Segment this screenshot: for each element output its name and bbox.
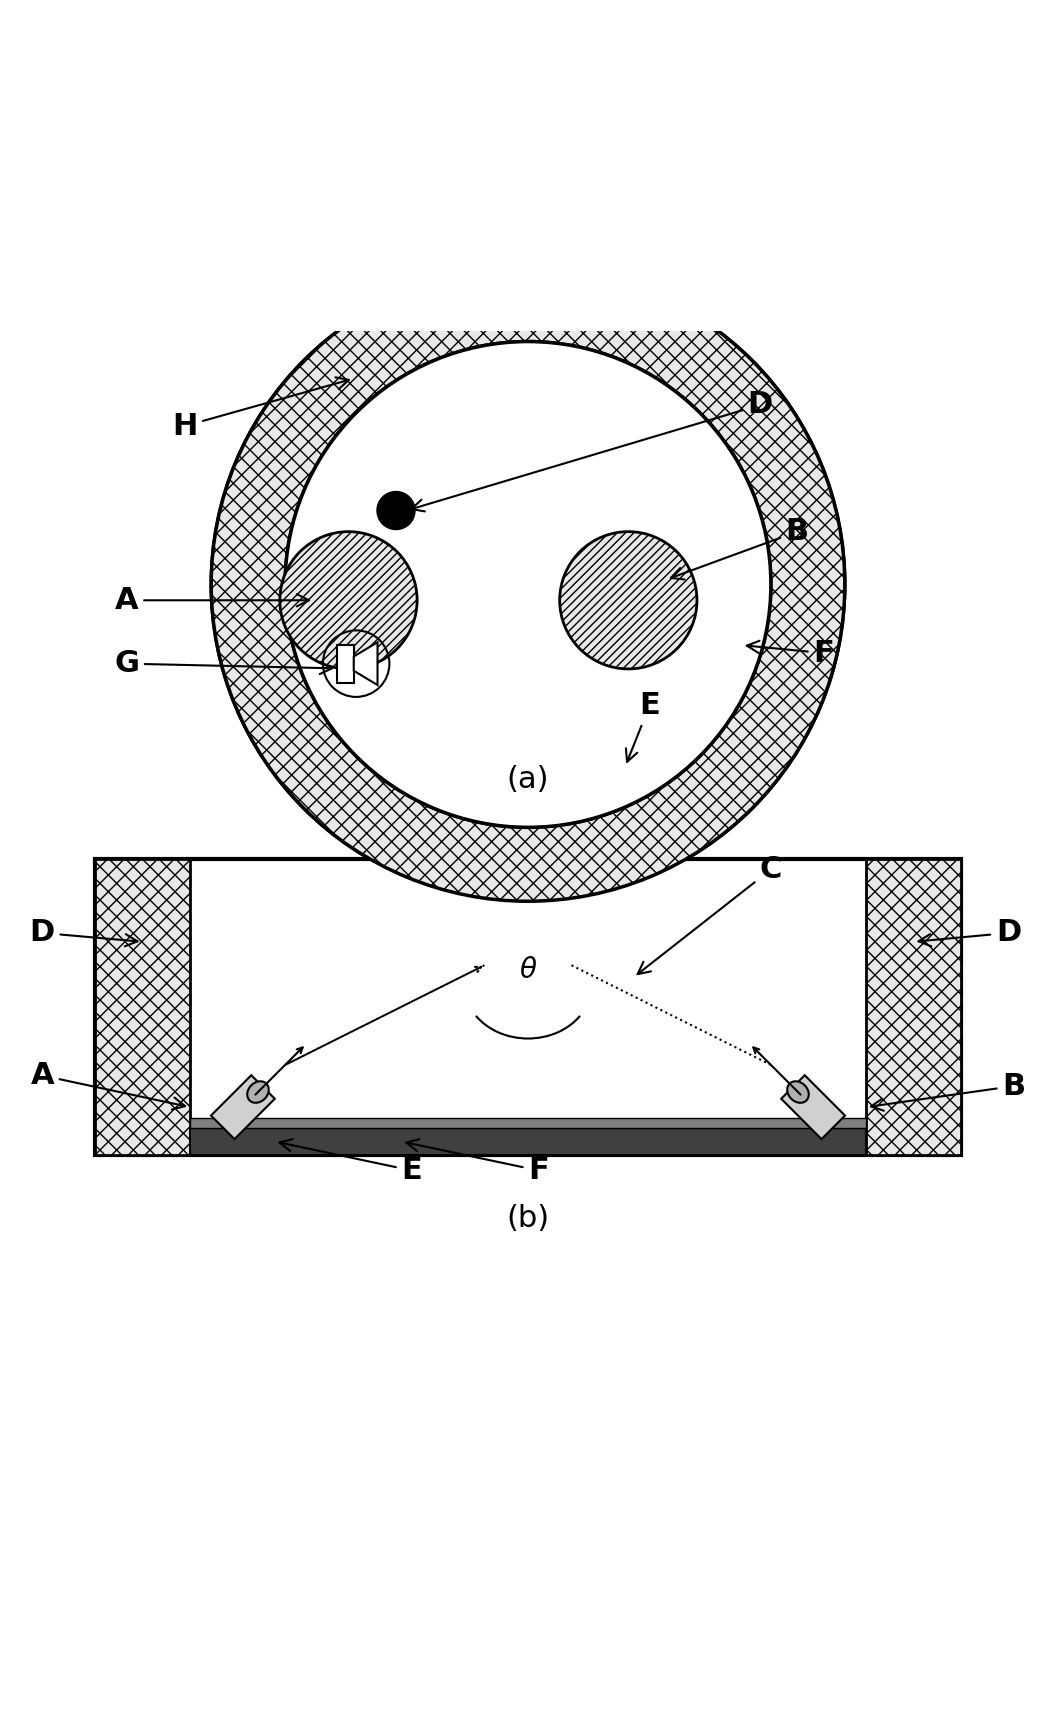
Text: A: A xyxy=(115,586,309,615)
Bar xyxy=(866,859,961,1154)
Bar xyxy=(190,1118,866,1129)
Circle shape xyxy=(560,531,697,668)
Ellipse shape xyxy=(247,1081,269,1103)
Text: B: B xyxy=(871,1072,1025,1112)
Text: D: D xyxy=(30,919,137,947)
Circle shape xyxy=(211,268,845,902)
Text: B: B xyxy=(671,517,809,579)
Text: A: A xyxy=(31,1062,185,1110)
Circle shape xyxy=(285,342,771,828)
Circle shape xyxy=(377,491,415,529)
Text: (b): (b) xyxy=(507,1204,549,1232)
Text: F: F xyxy=(407,1139,549,1185)
Text: C: C xyxy=(638,856,782,974)
Bar xyxy=(337,644,354,682)
Text: θ: θ xyxy=(520,955,536,984)
Text: E: E xyxy=(626,691,660,761)
Bar xyxy=(95,859,961,1154)
Text: (a): (a) xyxy=(507,765,549,794)
Text: G: G xyxy=(114,649,332,679)
Text: F: F xyxy=(747,639,834,668)
Polygon shape xyxy=(211,1075,275,1139)
Circle shape xyxy=(280,531,417,668)
Text: D: D xyxy=(412,390,773,512)
Text: E: E xyxy=(280,1139,422,1185)
Bar xyxy=(190,1129,866,1154)
Text: D: D xyxy=(919,919,1021,947)
Ellipse shape xyxy=(787,1081,809,1103)
Polygon shape xyxy=(354,643,378,685)
Text: H: H xyxy=(172,378,348,440)
Polygon shape xyxy=(781,1075,845,1139)
Bar xyxy=(95,859,190,1154)
Wedge shape xyxy=(211,268,845,902)
